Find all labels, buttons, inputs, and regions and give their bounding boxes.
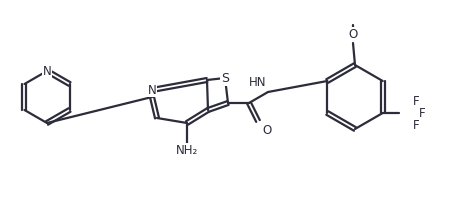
Text: N: N	[43, 65, 51, 78]
Text: S: S	[221, 71, 229, 84]
Text: F: F	[413, 95, 419, 108]
Text: NH₂: NH₂	[176, 144, 198, 157]
Text: F: F	[419, 106, 426, 119]
Text: HN: HN	[249, 76, 266, 89]
Text: N: N	[148, 84, 156, 97]
Text: O: O	[262, 124, 271, 137]
Text: F: F	[413, 118, 419, 131]
Text: O: O	[348, 28, 358, 41]
